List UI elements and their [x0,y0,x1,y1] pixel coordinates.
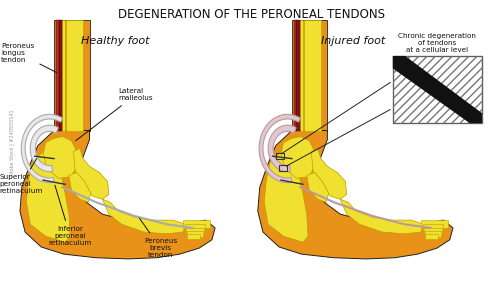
Polygon shape [21,114,62,183]
Polygon shape [304,20,321,130]
Polygon shape [312,149,346,199]
Polygon shape [393,56,482,123]
Polygon shape [426,231,440,237]
Polygon shape [56,20,58,130]
Polygon shape [74,149,109,199]
Polygon shape [20,130,215,259]
Polygon shape [58,20,62,130]
Polygon shape [306,172,328,202]
Polygon shape [294,20,296,130]
Polygon shape [340,199,424,234]
Polygon shape [292,20,328,130]
Text: Chronic degeneration
of tendons
at a cellular level: Chronic degeneration of tendons at a cel… [398,33,476,53]
Polygon shape [264,150,308,242]
Bar [279,165,287,171]
Polygon shape [188,231,203,237]
Text: Injured foot: Injured foot [321,36,386,46]
Text: DEGENERATION OF THE PERONEAL TENDONS: DEGENERATION OF THE PERONEAL TENDONS [118,8,385,21]
Polygon shape [426,234,438,239]
Polygon shape [188,234,200,239]
Polygon shape [268,125,296,172]
Polygon shape [66,20,83,130]
Polygon shape [185,224,206,231]
Polygon shape [102,199,186,234]
Polygon shape [300,20,303,130]
Polygon shape [43,136,76,178]
Text: Peroneus
longus
tendon: Peroneus longus tendon [2,43,57,72]
Text: Peroneus
brevis
tendon: Peroneus brevis tendon [140,218,177,258]
Text: Inferior
peroneal
retinaculum: Inferior peroneal retinaculum [48,185,92,246]
Polygon shape [281,136,314,178]
Polygon shape [258,130,453,259]
Polygon shape [26,150,70,242]
Text: Adobe Stock | #240555541: Adobe Stock | #240555541 [10,109,15,177]
Polygon shape [186,228,204,234]
Bar [393,56,482,123]
Polygon shape [54,20,90,130]
Polygon shape [30,125,58,172]
Polygon shape [183,220,210,228]
Text: Superior
peroneal
retinaculum: Superior peroneal retinaculum [0,158,43,194]
Polygon shape [422,224,444,231]
Polygon shape [296,20,300,130]
Bar [276,153,283,158]
Bar [393,56,482,123]
Text: Lateral
malleolus: Lateral malleolus [76,88,153,141]
Polygon shape [424,228,442,234]
Polygon shape [421,220,448,228]
Text: Healthy foot: Healthy foot [81,36,150,46]
Polygon shape [62,20,65,130]
Polygon shape [69,172,91,202]
Polygon shape [259,114,300,183]
